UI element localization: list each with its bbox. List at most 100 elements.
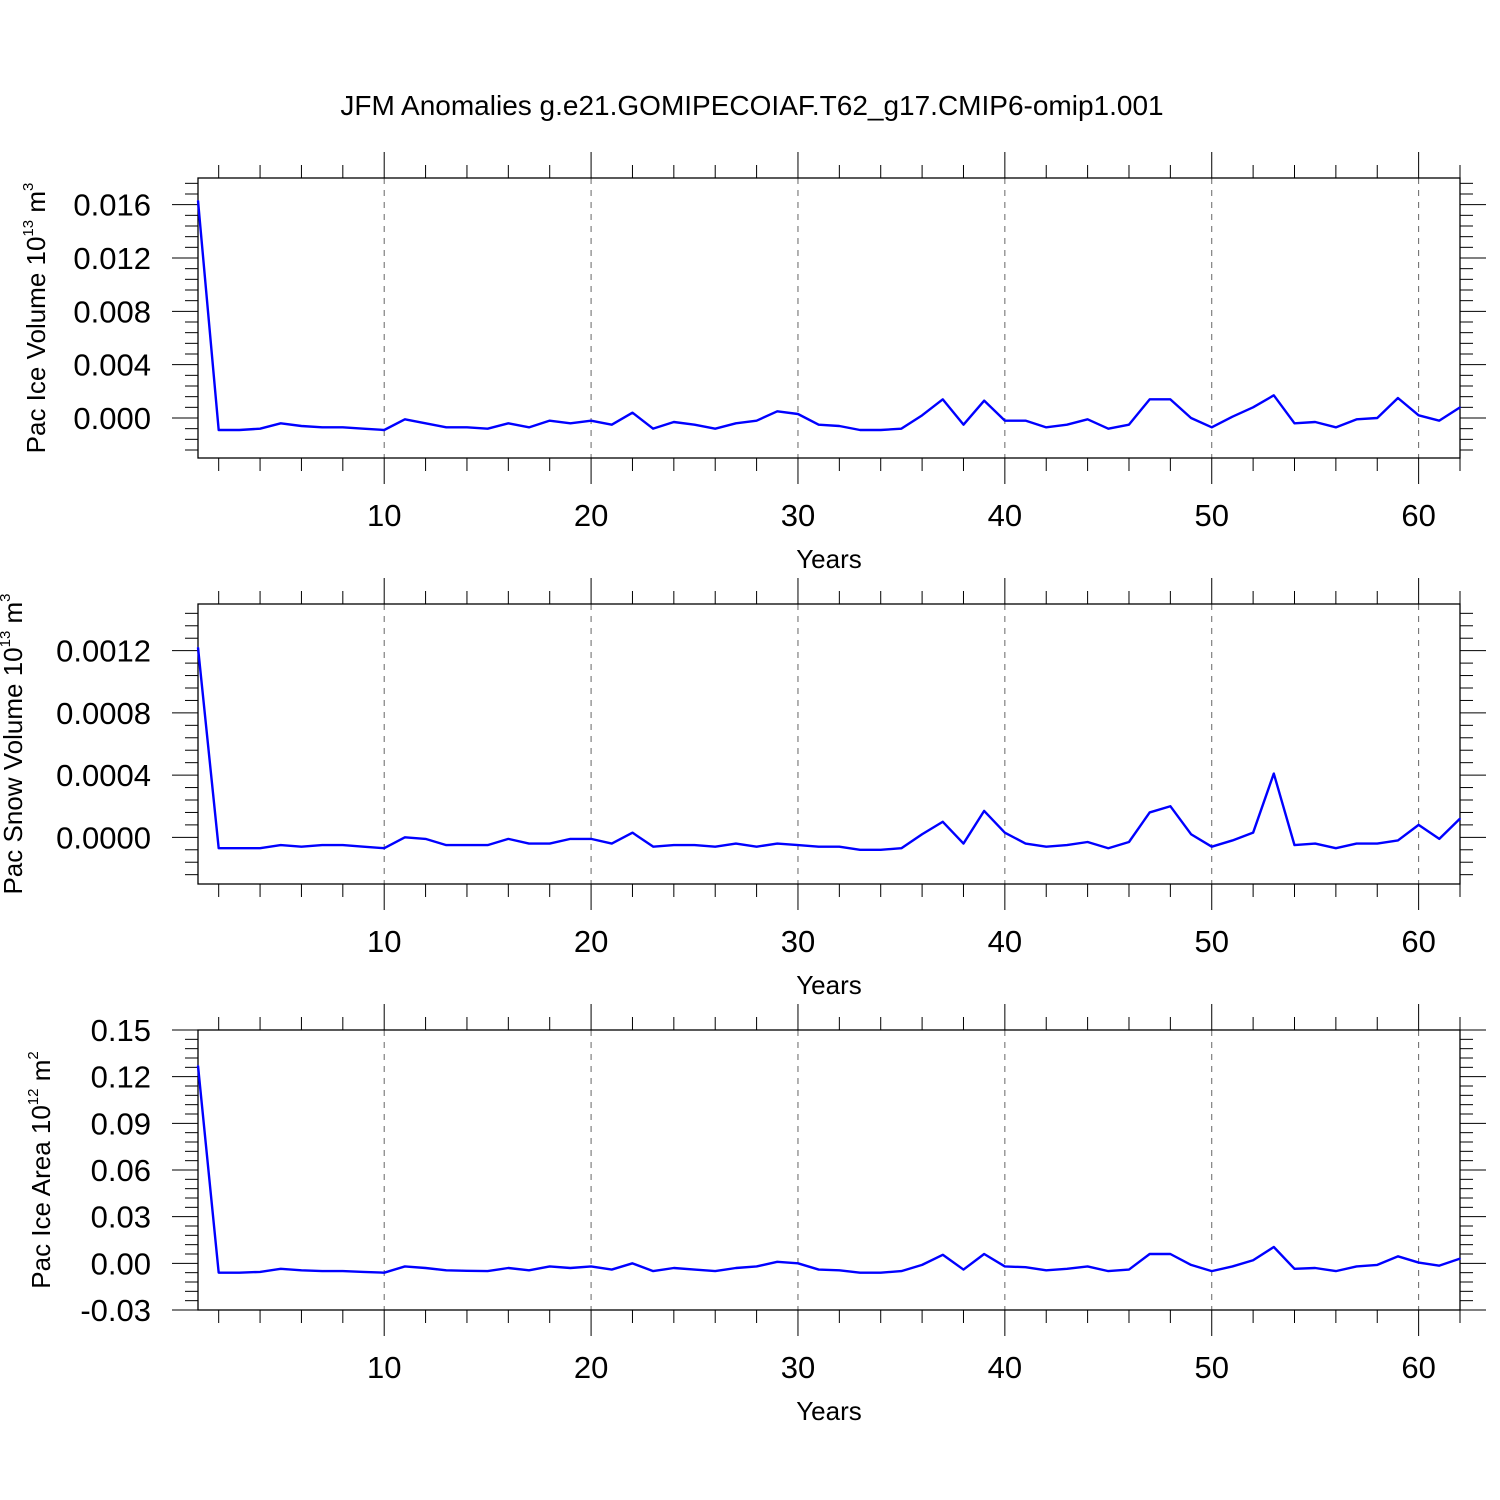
series-line xyxy=(196,200,1461,432)
data-point xyxy=(900,427,903,430)
data-point xyxy=(1024,419,1027,422)
y-tick-label: 0.00 xyxy=(91,1246,151,1281)
data-point xyxy=(859,848,861,851)
data-point xyxy=(1107,847,1110,850)
data-point xyxy=(486,1270,489,1272)
data-point xyxy=(735,422,737,425)
y-axis-label: Pac Snow Volume 1013 m3 xyxy=(0,593,28,894)
data-point xyxy=(217,1271,220,1274)
y-axis-label-text: Pac Ice Volume 10 xyxy=(21,237,51,454)
data-point xyxy=(693,844,696,846)
y-tick-label: 0.12 xyxy=(91,1060,151,1095)
data-point xyxy=(507,838,510,840)
chart-panel-2: 10 20 30 40 50 60 0.0000 0.0004 0.0008 0.0012 Year… xyxy=(0,578,1486,1000)
data-point xyxy=(859,429,861,431)
data-point xyxy=(838,1269,841,1272)
x-tick-label: 10 xyxy=(367,498,401,533)
data-point xyxy=(631,831,634,834)
data-point xyxy=(300,845,303,848)
data-point xyxy=(1459,1257,1461,1260)
data-point xyxy=(1417,824,1420,826)
data-point xyxy=(610,423,613,426)
data-point xyxy=(238,847,241,850)
x-tick-label: 20 xyxy=(574,498,608,533)
y-axis-label-superscript: 13 xyxy=(20,220,37,237)
data-point xyxy=(1376,1264,1379,1266)
y-tick-label: 0.004 xyxy=(73,348,151,383)
data-point xyxy=(755,419,758,422)
data-point xyxy=(1086,841,1089,843)
data-point xyxy=(1024,842,1027,845)
data-point xyxy=(279,1267,282,1270)
data-point xyxy=(528,842,530,845)
data-point xyxy=(300,1269,303,1272)
data-point xyxy=(631,411,634,414)
data-point xyxy=(631,1262,634,1265)
x-tick-label: 50 xyxy=(1194,1350,1228,1385)
data-point xyxy=(983,1253,985,1255)
plot-frame xyxy=(197,177,1461,459)
data-point xyxy=(1231,1265,1234,1268)
x-tick-label: 30 xyxy=(781,924,815,959)
data-point xyxy=(859,1271,861,1274)
data-point xyxy=(1273,394,1275,397)
data-point xyxy=(900,1270,903,1272)
data-point xyxy=(776,410,779,413)
data-point xyxy=(1128,1268,1130,1271)
x-axis-label: Years xyxy=(796,544,862,574)
data-point xyxy=(197,199,199,202)
x-tick-label: 20 xyxy=(574,924,608,959)
data-point xyxy=(197,646,199,649)
x-tick-label: 30 xyxy=(781,498,815,533)
data-point xyxy=(1169,398,1172,401)
data-point xyxy=(755,1265,758,1268)
y-tick-label: 0.03 xyxy=(91,1200,151,1235)
data-point xyxy=(1293,1267,1296,1270)
data-point xyxy=(528,426,530,429)
data-point xyxy=(921,414,923,417)
data-point xyxy=(466,844,468,846)
data-point xyxy=(1252,831,1254,834)
data-point xyxy=(1128,423,1130,426)
data-point xyxy=(1210,845,1213,848)
data-point xyxy=(548,419,551,422)
y-axis-label-superscript: 12 xyxy=(25,1088,42,1105)
data-point xyxy=(817,845,820,848)
data-point xyxy=(1148,1253,1151,1255)
data-point xyxy=(259,1271,261,1273)
data-point xyxy=(1397,1255,1399,1258)
data-point xyxy=(1231,415,1234,418)
y-tick-label: 0.15 xyxy=(91,1013,151,1048)
x-tick-label: 40 xyxy=(988,924,1022,959)
chart-title: JFM Anomalies g.e21.GOMIPECOIAF.T62_g17.… xyxy=(340,90,1163,121)
data-point xyxy=(279,422,282,425)
data-point xyxy=(424,422,427,425)
data-point xyxy=(238,429,241,431)
x-tick-label: 30 xyxy=(781,1350,815,1385)
data-point xyxy=(590,838,592,840)
data-point xyxy=(900,847,903,850)
data-point xyxy=(1231,839,1234,842)
y-tick-label: -0.03 xyxy=(80,1293,151,1328)
data-point xyxy=(652,427,654,430)
data-point xyxy=(1086,418,1089,421)
data-point xyxy=(217,429,220,431)
y-tick-label: 0.06 xyxy=(91,1153,151,1188)
data-point xyxy=(776,842,779,845)
x-tick-label: 60 xyxy=(1401,924,1435,959)
data-point xyxy=(1355,418,1358,421)
data-point xyxy=(445,1269,448,1272)
data-point xyxy=(1293,422,1296,425)
data-point xyxy=(569,838,572,840)
y-axis-label: Pac Ice Area 1012 m2 xyxy=(25,1051,56,1288)
x-axis-label: Years xyxy=(796,1396,862,1426)
data-point xyxy=(879,848,882,851)
data-point xyxy=(962,842,965,845)
y-axis-label-text: Pac Snow Volume 10 xyxy=(0,647,28,894)
data-point xyxy=(445,844,448,846)
y-axis-label-superscript: 13 xyxy=(0,631,14,648)
data-point xyxy=(797,413,799,415)
data-point xyxy=(1438,1264,1441,1267)
data-point xyxy=(466,426,468,429)
data-point xyxy=(941,1253,944,1256)
